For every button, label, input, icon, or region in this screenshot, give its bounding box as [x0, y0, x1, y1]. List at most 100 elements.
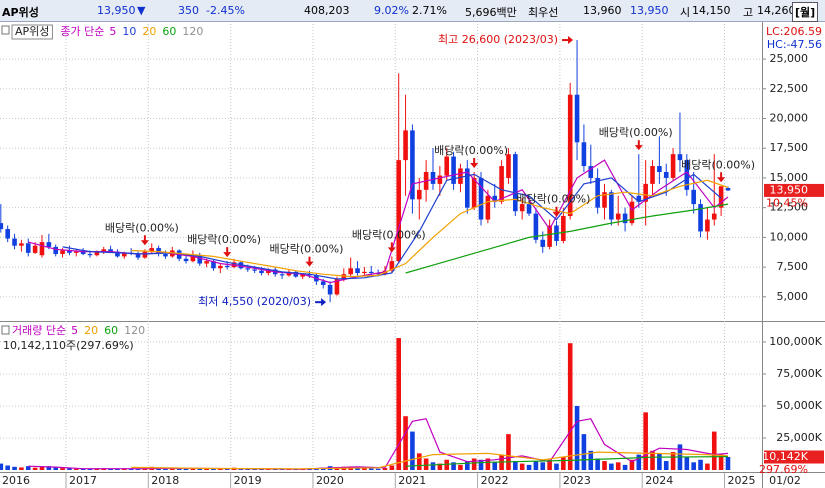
- high-annotation: 최고 26,600 (2023/03): [438, 33, 558, 46]
- arrow-head: [470, 163, 479, 168]
- x-tick-label: 2021: [398, 474, 426, 487]
- y-tick-label: 5,000: [777, 290, 809, 303]
- x-tick-label: 2017: [69, 474, 97, 487]
- y-tick-label: 20,000: [770, 112, 809, 125]
- candle-body: [485, 195, 491, 220]
- x-tick-label: 2018: [151, 474, 179, 487]
- volume-bar: [567, 343, 573, 470]
- change: 350: [178, 4, 199, 17]
- volume-bar: [211, 468, 216, 470]
- candle-body: [561, 215, 566, 241]
- x-tick-label: 2016: [2, 474, 30, 487]
- candle-body: [67, 250, 72, 253]
- candle-body: [252, 269, 257, 271]
- candle-body: [362, 271, 367, 274]
- volume-bar: [410, 431, 415, 470]
- candle-body: [25, 243, 31, 253]
- volume-bar: [197, 468, 203, 470]
- volume-bar: [403, 416, 408, 470]
- candle-body: [444, 156, 450, 176]
- volume-bar: [547, 459, 552, 470]
- volume-bar: [46, 466, 52, 470]
- candle-body: [122, 252, 127, 257]
- volume-bar: [485, 458, 491, 470]
- candle-body: [300, 274, 305, 277]
- volume-bar: [183, 468, 189, 470]
- volume-bar: [252, 469, 257, 470]
- candle-body: [519, 204, 525, 212]
- dividend-label: 배당락(0.00%): [270, 243, 344, 256]
- candle-body: [39, 242, 45, 256]
- candle-body: [636, 195, 642, 202]
- y-tick-label: 75,000K: [776, 367, 822, 380]
- last-value-badge: [764, 183, 824, 197]
- candle-body: [211, 261, 216, 269]
- change-label: 297.69%: [759, 463, 808, 476]
- candle-body: [245, 268, 251, 270]
- volume-bar: [87, 468, 93, 470]
- volume-bar: [705, 463, 710, 470]
- candle-body: [5, 229, 10, 239]
- volume-bar: [362, 468, 367, 470]
- volume-bar: [0, 463, 4, 470]
- volume-bar: [73, 468, 79, 470]
- stock-name[interactable]: AP위성: [2, 6, 39, 19]
- volume-bar: [636, 454, 642, 470]
- candle-body: [684, 160, 690, 190]
- volume-bar: [67, 468, 72, 470]
- lc-label: LC:206.59: [766, 25, 822, 38]
- moving-average: [131, 179, 729, 278]
- volume-bar: [204, 468, 209, 470]
- candle-body: [547, 225, 552, 247]
- x-tick-label: 2020: [316, 474, 344, 487]
- volume-bar: [540, 462, 546, 470]
- candle-body: [101, 249, 107, 252]
- volume-bar: [128, 468, 134, 470]
- best-label: 최우선: [528, 6, 559, 19]
- candle-body: [80, 251, 86, 255]
- volume-bar: [588, 450, 594, 470]
- bid: 13,950: [630, 4, 669, 17]
- last-value-badge: [764, 450, 824, 464]
- volume-bar: [691, 462, 696, 470]
- candle-body: [410, 130, 415, 200]
- volume-bar: [615, 462, 621, 470]
- volume-bar: [602, 461, 607, 470]
- price: 13,950: [97, 4, 136, 17]
- candle-body: [471, 177, 477, 208]
- candle-body: [609, 192, 614, 220]
- volume-bar: [355, 467, 360, 470]
- volume-bar: [314, 468, 319, 470]
- x-tick-label: 2022: [481, 474, 509, 487]
- candle-body: [238, 262, 244, 269]
- candle-body: [567, 94, 573, 216]
- volume-bar: [190, 468, 196, 470]
- volume-bar: [108, 468, 113, 470]
- candle-body: [725, 188, 731, 191]
- volume-bar: [218, 468, 223, 470]
- period-button[interactable]: [월]: [792, 2, 819, 22]
- volume-bar: [725, 457, 731, 470]
- candle-body: [643, 183, 648, 202]
- candle-body: [650, 166, 655, 184]
- candle-body: [458, 168, 463, 184]
- dividend-label: 배당락(0.00%): [352, 228, 426, 241]
- legend-entry: 10: [122, 25, 136, 38]
- arrow-head: [305, 261, 314, 267]
- volume-bar: [416, 453, 422, 470]
- volume-bar: [32, 467, 38, 470]
- moving-average: [405, 203, 729, 274]
- legend-entry: 20: [142, 25, 156, 38]
- candle-body: [691, 189, 696, 205]
- dividend-label: 배당락(0.00%): [434, 144, 508, 157]
- legend-label: 종가 단순: [60, 25, 104, 38]
- dividend-label: 배당락(0.00%): [599, 126, 673, 139]
- arrow-head: [552, 211, 561, 217]
- panel-icon[interactable]: [1, 25, 10, 35]
- x-tick-label: 2019: [234, 474, 262, 487]
- volume-bar: [519, 463, 525, 470]
- volume-bar: [224, 468, 230, 470]
- panel-icon[interactable]: [1, 325, 10, 335]
- candle-body: [533, 213, 539, 240]
- volume-bar: [464, 461, 470, 470]
